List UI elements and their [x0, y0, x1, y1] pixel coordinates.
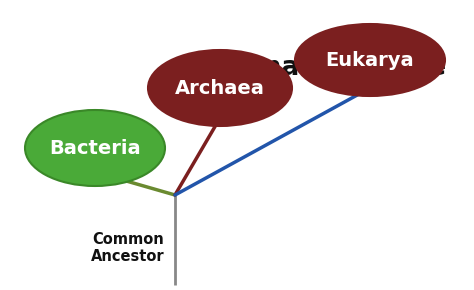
Text: Bacteria: Bacteria	[49, 139, 141, 157]
Ellipse shape	[25, 110, 165, 186]
Text: Domains of Life: Domains of Life	[214, 55, 446, 81]
Text: Archaea: Archaea	[175, 79, 265, 97]
Ellipse shape	[295, 24, 445, 96]
Ellipse shape	[148, 50, 292, 126]
Text: Eukarya: Eukarya	[326, 50, 414, 70]
Text: Common
Ancestor: Common Ancestor	[91, 232, 165, 264]
